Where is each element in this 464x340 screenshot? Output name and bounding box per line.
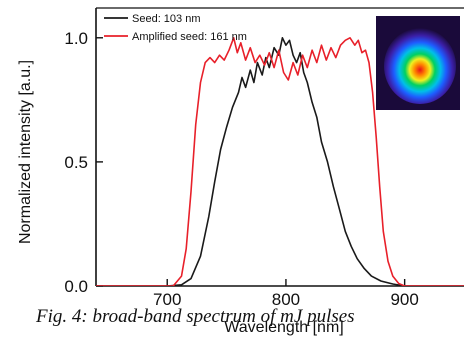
y-axis-label: Normalized intensity [a.u.] — [17, 60, 34, 244]
y-tick-label: 0.5 — [64, 153, 88, 172]
legend-label-amplified: Amplified seed: 161 nm — [132, 31, 247, 43]
figure-caption: Fig. 4: broad-band spectrum of mJ pulses — [36, 306, 355, 327]
x-tick-label: 900 — [390, 290, 418, 309]
x-tick-label: 700 — [153, 290, 181, 309]
y-tick-label: 1.0 — [64, 29, 88, 48]
legend-label-seed: Seed: 103 nm — [132, 13, 201, 25]
y-tick-label: 0.0 — [64, 277, 88, 296]
series-lines — [96, 37, 464, 286]
seed-spectrum-line — [96, 37, 464, 286]
beam-profile-inset — [376, 16, 460, 110]
x-axis-label: Wavelength [nm] — [224, 319, 343, 336]
ticks: 700 800 900 0.0 0.5 1.0 — [64, 29, 418, 309]
legend: Seed: 103 nm Amplified seed: 161 nm — [104, 13, 247, 43]
amplified-spectrum-line — [96, 37, 464, 286]
x-tick-label: 800 — [272, 290, 300, 309]
beam-spot — [384, 28, 456, 104]
